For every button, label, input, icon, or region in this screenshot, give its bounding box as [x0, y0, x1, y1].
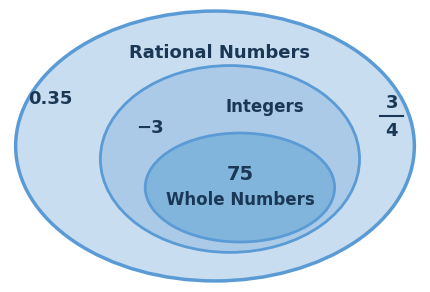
- Ellipse shape: [100, 66, 359, 252]
- Text: 3: 3: [386, 94, 398, 112]
- Text: Whole Numbers: Whole Numbers: [166, 192, 314, 209]
- Text: 0.35: 0.35: [28, 90, 73, 108]
- Text: −3: −3: [136, 119, 164, 137]
- Ellipse shape: [15, 11, 415, 281]
- Text: 75: 75: [226, 165, 253, 184]
- Text: 4: 4: [386, 122, 398, 140]
- Text: Integers: Integers: [225, 98, 304, 116]
- Text: Rational Numbers: Rational Numbers: [129, 44, 310, 62]
- Ellipse shape: [145, 133, 335, 242]
